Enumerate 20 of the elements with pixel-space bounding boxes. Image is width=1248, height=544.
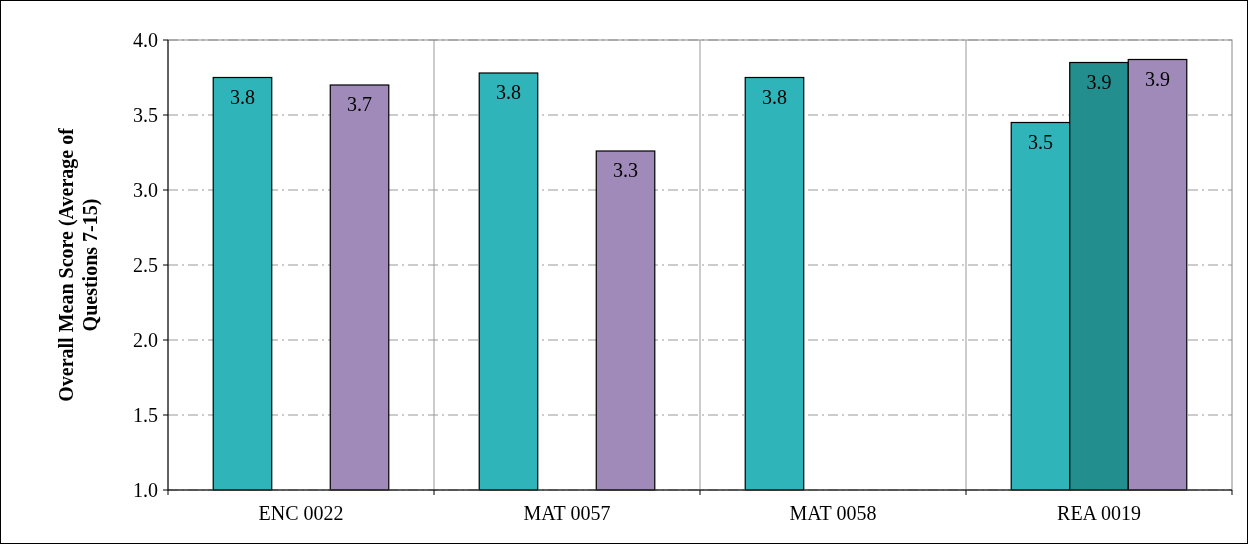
y-tick-label: 1.0 [133,479,158,501]
data-label: 3.3 [613,159,639,181]
data-label: 3.9 [1086,70,1112,93]
data-label: 3.8 [761,85,787,108]
x-tick-label: REA 0019 [1057,502,1141,524]
y-tick-label: 3.5 [133,104,158,126]
y-tick-label: 1.5 [133,404,158,426]
x-tick-label: MAT 0058 [789,502,877,524]
x-tick-label: ENC 0022 [258,502,344,524]
y-tick-label: 4.0 [133,29,158,51]
data-label: 3.9 [1145,67,1171,90]
data-label: 3.8 [229,85,255,108]
y-tick-label: 2.5 [133,254,158,276]
data-label: 3.5 [1027,130,1053,153]
y-axis-title: Overall Mean Score (Average of Questions 7-15) [55,127,102,402]
y-tick-label: 2.0 [133,329,158,351]
x-tick-label: MAT 0057 [523,502,611,524]
data-label: 3.8 [495,81,521,103]
y-tick-label: 3.0 [133,179,158,201]
data-label: 3.7 [347,93,373,115]
